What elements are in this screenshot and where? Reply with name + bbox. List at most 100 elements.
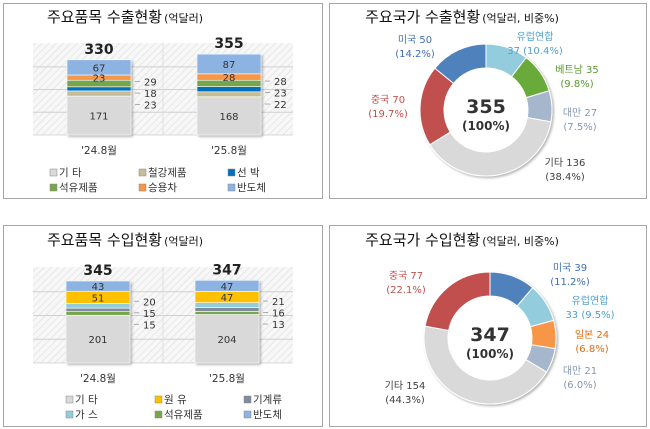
data-label: 13	[272, 320, 285, 331]
category-label: '25.8월	[211, 145, 247, 157]
chart-title: 주요품목 수입현황 (억달러)	[47, 231, 203, 249]
legend-swatch	[154, 410, 163, 419]
data-label: 67	[93, 63, 106, 74]
legend-swatch	[243, 395, 252, 404]
slice-pct: 33 (9.5%)	[565, 310, 614, 321]
slice-name: 기타 136	[545, 157, 586, 169]
slice-name: 유럽연합	[517, 31, 554, 43]
legend-swatch	[138, 183, 147, 192]
slice-label: 기타 154 (44.3%)	[385, 380, 426, 406]
data-label: 23	[93, 74, 106, 85]
slice-label: 중국 70 (19.7%)	[368, 94, 408, 120]
slice-label: 유럽연합 37 (10.4%)	[507, 31, 563, 57]
legend-item: 기 타	[59, 167, 82, 179]
donut-ring	[419, 43, 553, 177]
slice-label: 대만 21 (6.0%)	[563, 365, 597, 391]
category-label: '25.8월	[209, 373, 245, 385]
slice-name: 미국 39	[553, 262, 587, 274]
donut-hole	[448, 296, 532, 380]
data-label: 15	[143, 309, 156, 320]
center-pct: (100%)	[462, 119, 510, 133]
legend-swatch	[243, 410, 252, 419]
slice-pct: 37 (10.4%)	[507, 46, 563, 57]
slice-label: 중국 77 (22.1%)	[386, 270, 426, 296]
donut-hole	[444, 68, 528, 152]
data-label: 20	[143, 297, 156, 308]
bar-segment	[65, 314, 131, 364]
data-label: 22	[274, 100, 287, 111]
bar-segment	[196, 96, 262, 136]
data-label: 47	[221, 282, 234, 293]
legend-swatch	[65, 395, 74, 404]
legend-item: 선 박	[237, 167, 260, 179]
slice-name: 중국 70	[371, 94, 405, 106]
legend-item: 기계류	[253, 394, 282, 406]
slice-label: 기타 136 (38.4%)	[545, 157, 586, 183]
export-countries-chart: 유럽연합 37 (10.4%) 베트남 35 (9.8%) 대만 27 (7.5%) 기타 …	[368, 31, 599, 183]
bar-segment	[65, 280, 131, 292]
total-label: 355	[214, 36, 243, 52]
legend-swatch	[227, 168, 236, 177]
bar-segment	[66, 90, 132, 97]
legend-swatch	[138, 168, 147, 177]
slice-name: 베트남 35	[555, 64, 599, 76]
bar-segment	[194, 307, 260, 312]
data-label: 51	[92, 293, 105, 304]
slice-label: 베트남 35 (9.8%)	[555, 64, 599, 90]
slice-pct: (44.3%)	[385, 395, 425, 406]
slice-pct: (7.5%)	[563, 122, 596, 133]
bar-segment	[194, 279, 260, 292]
legend-swatch	[65, 410, 74, 419]
slice-label: 미국 39 (11.2%)	[550, 262, 590, 288]
slice-pct: (14.2%)	[395, 49, 435, 60]
total-label: 330	[84, 42, 113, 58]
export-items-chart: 1712367291823330'24.8월1682887282322355'2…	[33, 36, 293, 194]
stacked-bar	[66, 59, 132, 136]
legend-item: 기 타	[75, 394, 98, 406]
slice-label: 유럽연합 33 (9.5%)	[565, 295, 614, 321]
data-label: 21	[272, 297, 285, 308]
data-label: 16	[272, 309, 285, 320]
data-label: 15	[143, 320, 156, 331]
slice-name: 대만 27	[563, 107, 597, 119]
center-pct: (100%)	[466, 347, 514, 361]
total-label: 345	[83, 263, 112, 279]
data-label: 23	[144, 101, 157, 112]
legend-item: 철강제품	[148, 167, 187, 179]
data-label: 29	[144, 78, 157, 89]
bar-segment	[196, 91, 262, 98]
data-label: 87	[223, 60, 236, 71]
import-countries-chart: 미국 39 (11.2%) 유럽연합 33 (9.5%) 일본 24 (6.8%) 대만 2…	[385, 262, 615, 406]
data-label: 204	[217, 335, 236, 346]
legend-item: 승용차	[148, 182, 177, 194]
bar-segment	[194, 311, 260, 315]
chart-title: 주요품목 수출현황 (억달러)	[47, 8, 203, 26]
slice-pct: (6.0%)	[563, 380, 596, 391]
stacked-bar	[65, 280, 131, 364]
data-label: 171	[89, 112, 108, 123]
data-label: 43	[92, 282, 105, 293]
center-total: 347	[470, 324, 510, 346]
legend-item: 반도체	[253, 409, 282, 421]
slice-name: 미국 50	[398, 34, 432, 46]
legend-item: 석유제품	[59, 182, 98, 194]
legend-swatch	[154, 395, 163, 404]
bar-segment	[66, 59, 132, 76]
slice-name: 일본 24	[575, 329, 609, 341]
legend-item: 원 유	[164, 394, 187, 406]
bar-segment	[196, 86, 262, 93]
bar-segment	[66, 86, 132, 92]
data-label: 168	[219, 112, 238, 123]
stacked-bar	[194, 279, 260, 364]
legend-item: 석유제품	[164, 409, 203, 421]
slice-label: 대만 27 (7.5%)	[563, 107, 597, 133]
donut-ring	[423, 271, 557, 405]
bar-segment	[194, 314, 260, 364]
category-label: '24.8월	[81, 145, 117, 157]
data-label: 18	[144, 89, 157, 100]
center-total: 355	[466, 96, 506, 118]
bar-segment	[65, 307, 131, 312]
slice-pct: (22.1%)	[386, 285, 426, 296]
slice-pct: (38.4%)	[545, 172, 585, 183]
